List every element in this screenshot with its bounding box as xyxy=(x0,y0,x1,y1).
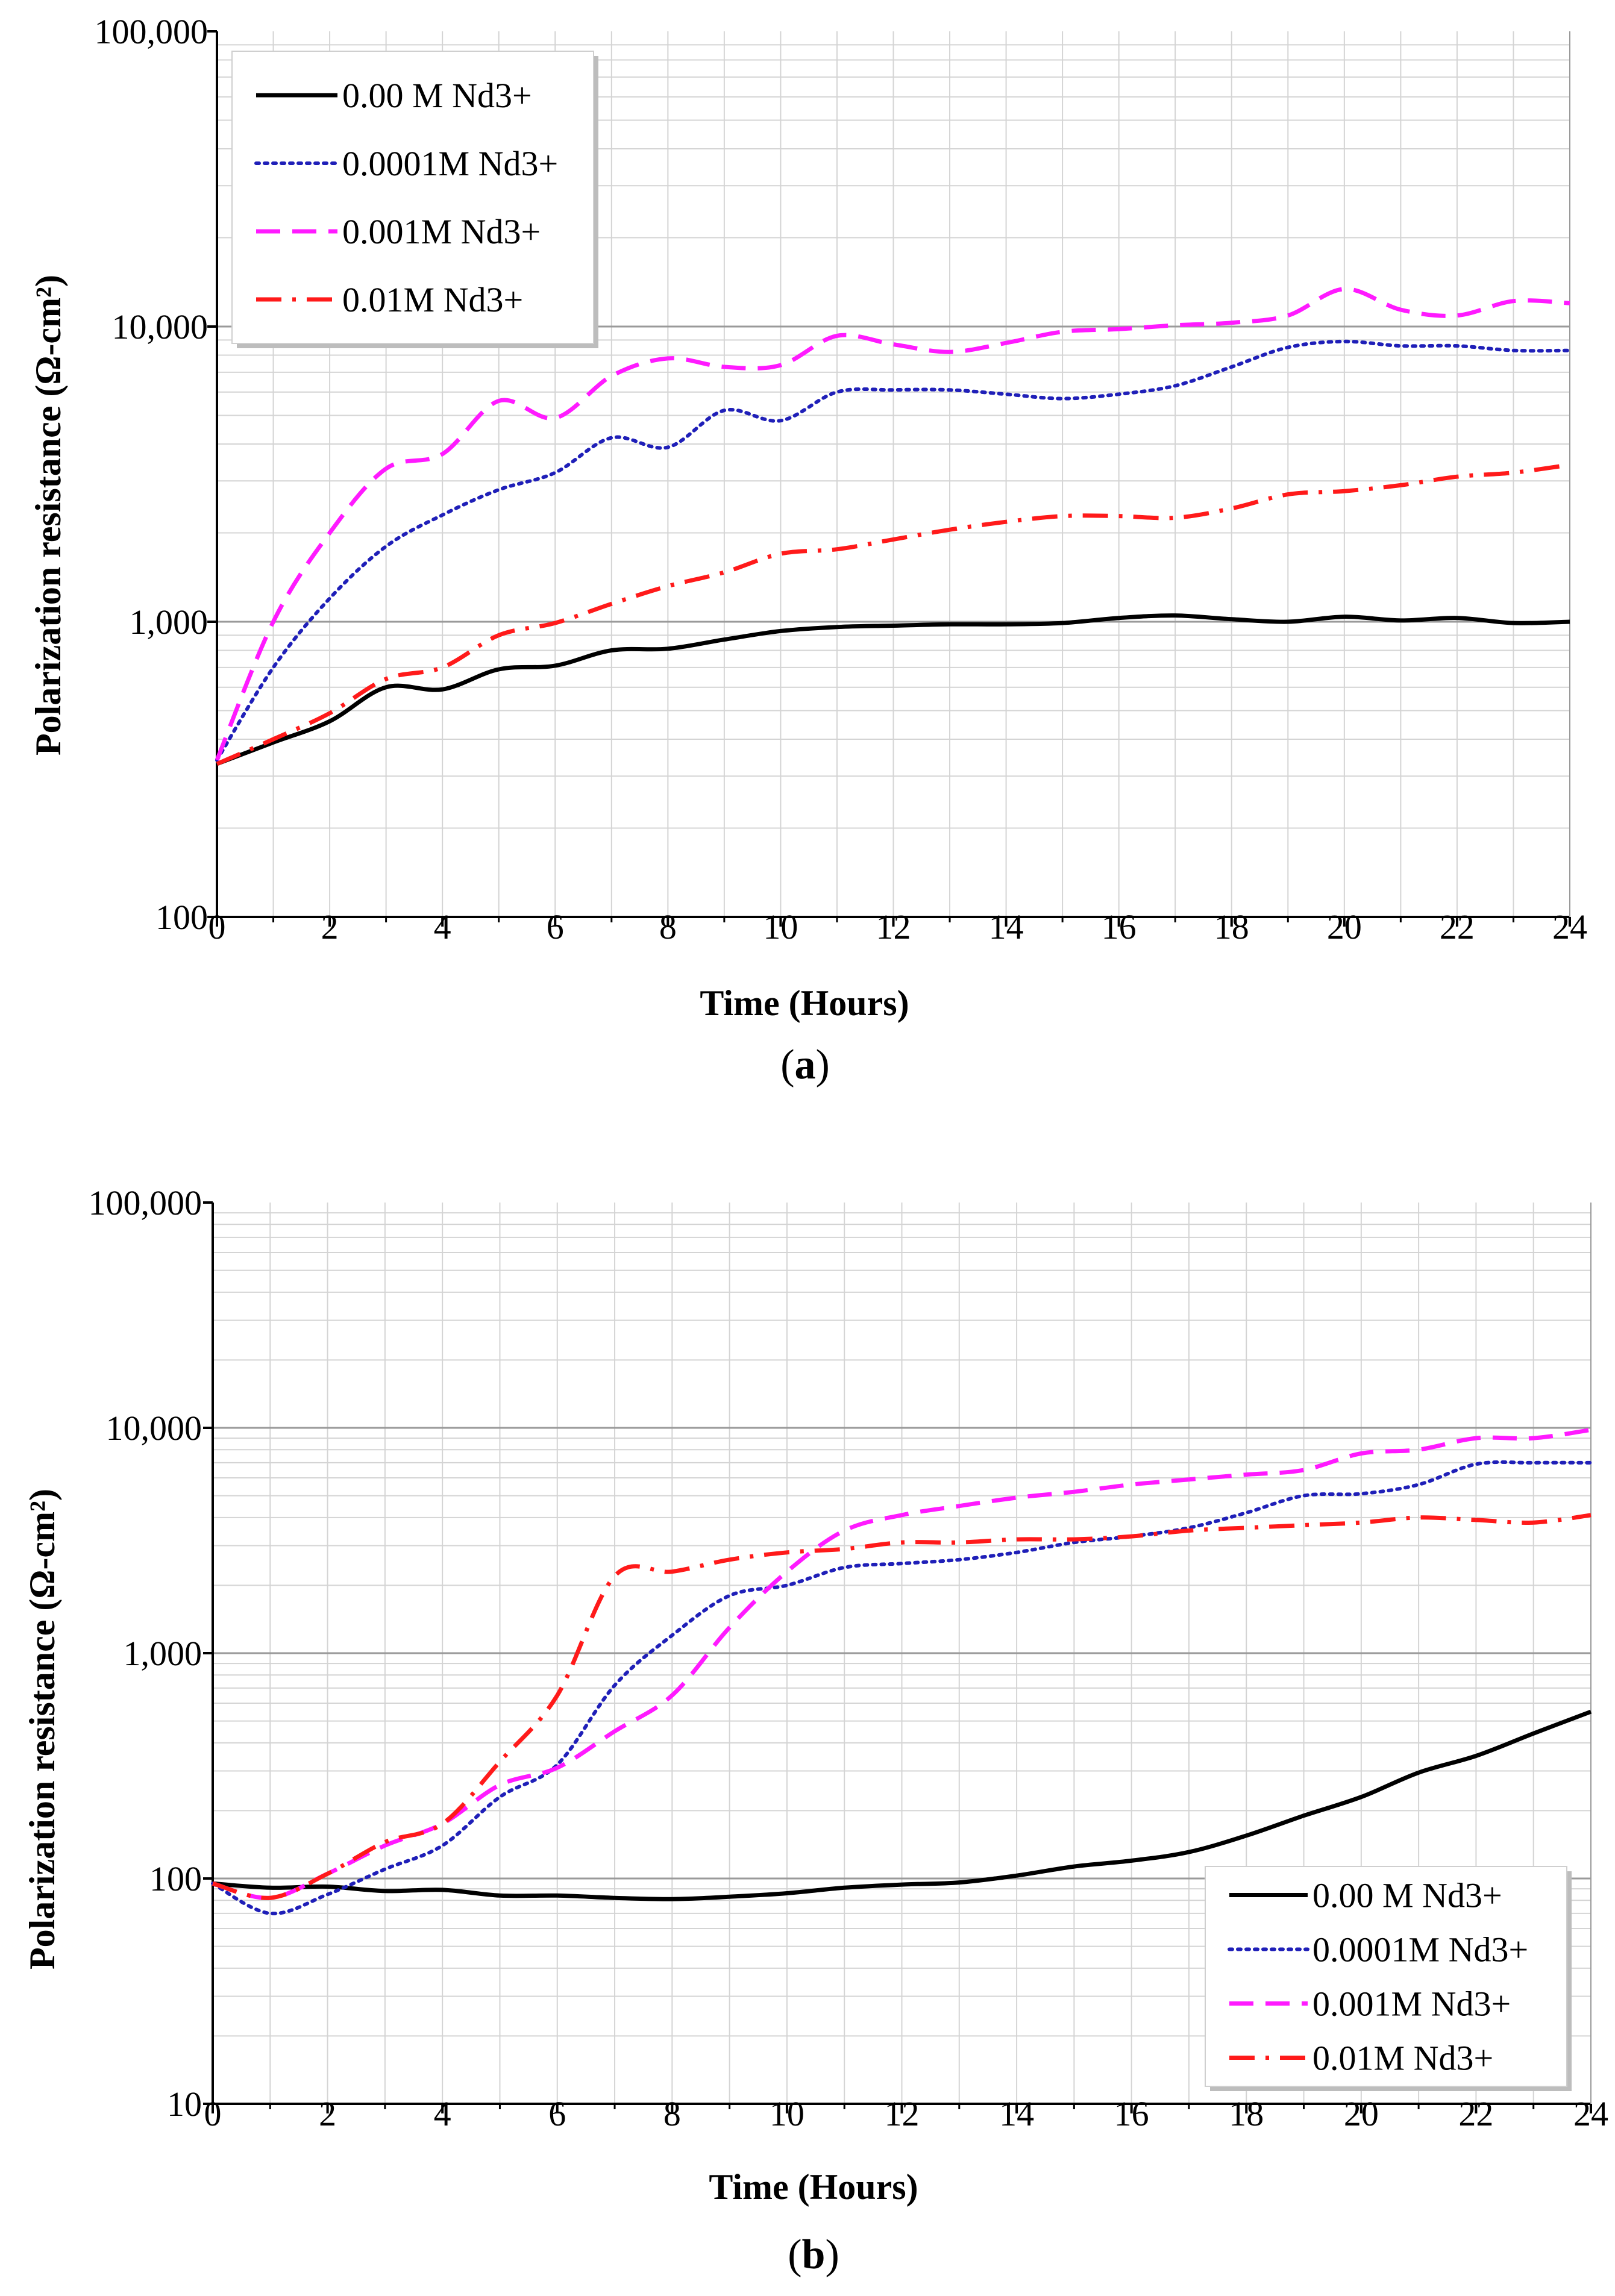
y-tick-label: 10 xyxy=(167,2085,202,2124)
x-tick-label: 0 xyxy=(209,907,226,946)
series-line-3 xyxy=(215,287,1570,761)
x-tick-label: 16 xyxy=(1114,2094,1149,2133)
legend-label-2: 0.0001M Nd3+ xyxy=(1312,1930,1528,1969)
chart-b-y-axis-label: Polarization resistance (Ω-cm²) xyxy=(22,1489,62,1969)
series-line-1 xyxy=(216,613,1570,766)
x-tick-label: 24 xyxy=(1552,907,1587,946)
x-tick-label: 22 xyxy=(1440,907,1475,946)
x-tick-label: 8 xyxy=(659,907,677,946)
legend-box xyxy=(231,51,594,344)
series-line-2 xyxy=(211,1460,1593,1916)
series-line-4 xyxy=(216,463,1570,766)
legend-label-4: 0.01M Nd3+ xyxy=(342,280,523,319)
y-tick-label: 10,000 xyxy=(112,307,209,346)
legend-box xyxy=(1205,1866,1567,2087)
x-tick-label: 20 xyxy=(1327,907,1362,946)
chart-a-ticks xyxy=(207,30,1571,927)
legend-label-4: 0.01M Nd3+ xyxy=(1312,2039,1493,2078)
y-tick-label: 1,000 xyxy=(124,1634,202,1673)
x-tick-label: 22 xyxy=(1458,2094,1493,2133)
chart-a-y-tick-labels: 100 1,000 10,000 100,000 xyxy=(95,12,209,937)
chart-a-panel-label: (a) xyxy=(780,1042,830,1088)
y-tick-label: 10,000 xyxy=(106,1409,202,1448)
x-tick-label: 10 xyxy=(763,907,798,946)
x-tick-label: 16 xyxy=(1102,907,1137,946)
chart-a-legend: 0.00 M Nd3+ 0.0001M Nd3+ 0.001M Nd3+ 0.01M … xyxy=(231,51,598,348)
chart-b-panel-label: (b) xyxy=(788,2232,839,2278)
chart-b-x-axis-label: Time (Hours) xyxy=(709,2167,918,2207)
chart-b-series xyxy=(211,1427,1593,1916)
x-tick-label: 14 xyxy=(999,2094,1034,2133)
x-tick-label: 12 xyxy=(885,2094,920,2133)
x-tick-label: 2 xyxy=(321,907,339,946)
legend-label-1: 0.00 M Nd3+ xyxy=(1312,1876,1502,1915)
chart-a-y-axis-label: Polarization resistance (Ω-cm²) xyxy=(28,275,68,755)
x-tick-label: 14 xyxy=(989,907,1024,946)
y-tick-label: 100 xyxy=(149,1859,202,1898)
legend-label-2: 0.0001M Nd3+ xyxy=(342,144,558,183)
x-tick-label: 4 xyxy=(434,2094,451,2133)
x-tick-label: 24 xyxy=(1573,2094,1608,2133)
chart-a-x-tick-labels: 0 2 4 6 8 10 12 14 16 18 20 22 24 xyxy=(209,907,1588,946)
series-line-1 xyxy=(212,1709,1592,1901)
chart-b-x-tick-labels: 0 2 4 6 8 10 12 14 16 18 20 22 24 xyxy=(204,2094,1609,2133)
x-tick-label: 8 xyxy=(663,2094,681,2133)
x-tick-label: 12 xyxy=(876,907,911,946)
x-tick-label: 2 xyxy=(319,2094,336,2133)
legend-label-3: 0.001M Nd3+ xyxy=(342,212,541,251)
chart-b-legend: 0.00 M Nd3+ 0.0001M Nd3+ 0.001M Nd3+ 0.01M … xyxy=(1205,1866,1572,2091)
chart-a-series xyxy=(215,287,1572,766)
y-tick-label: 100,000 xyxy=(89,1183,202,1222)
chart-b-ticks xyxy=(203,1201,1592,2113)
y-tick-label: 100 xyxy=(155,898,208,937)
x-tick-label: 6 xyxy=(547,907,564,946)
x-tick-label: 6 xyxy=(548,2094,566,2133)
legend-label-1: 0.00 M Nd3+ xyxy=(342,76,532,115)
legend-label-3: 0.001M Nd3+ xyxy=(1312,1985,1511,2024)
y-tick-label: 1,000 xyxy=(130,602,209,642)
x-tick-label: 0 xyxy=(204,2094,222,2133)
x-tick-label: 10 xyxy=(770,2094,804,2133)
x-tick-label: 20 xyxy=(1344,2094,1379,2133)
x-tick-label: 18 xyxy=(1214,907,1249,946)
series-line-3 xyxy=(212,1427,1591,1900)
y-tick-label: 100,000 xyxy=(95,12,209,51)
x-tick-label: 4 xyxy=(434,907,451,946)
series-line-2 xyxy=(215,339,1572,762)
chart-a-x-axis-label: Time (Hours) xyxy=(700,983,909,1023)
x-tick-label: 18 xyxy=(1229,2094,1264,2133)
chart-b-y-tick-labels: 10 100 1,000 10,000 100,000 xyxy=(89,1183,202,2124)
